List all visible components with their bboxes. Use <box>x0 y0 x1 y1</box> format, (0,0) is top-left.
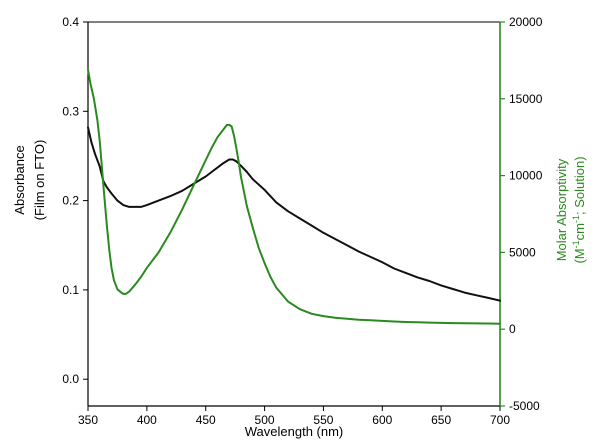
left-axis-title-line2: (Film on FTO) <box>32 140 47 221</box>
right-tick-label: -5000 <box>509 399 540 413</box>
right-axis-title-part-4: ; Solution) <box>572 156 587 215</box>
right-tick-label: 0 <box>509 322 516 336</box>
left-tick-label: 0.2 <box>62 194 79 208</box>
x-tick-label: 550 <box>313 413 333 427</box>
x-tick-label: 500 <box>255 413 275 427</box>
right-axis-title-line2: (M-1cm-1; Solution) <box>571 156 587 263</box>
x-tick-label: 350 <box>78 413 98 427</box>
x-tick-label: 650 <box>431 413 451 427</box>
x-tick-label: 450 <box>196 413 216 427</box>
right-axis-title-line1: Molar Absorptivity <box>554 158 569 261</box>
x-axis-title: Wavelength (nm) <box>245 424 344 439</box>
x-axis-ticks: 350 400 450 500 550 600 650 700 <box>78 406 510 427</box>
right-axis-title-sup-1: -1 <box>571 240 581 248</box>
left-tick-label: 0.4 <box>62 15 79 29</box>
right-tick-label: 5000 <box>509 245 536 259</box>
left-tick-label: 0.0 <box>62 372 79 386</box>
absorbance-line <box>87 126 501 302</box>
x-tick-label: 700 <box>490 413 510 427</box>
x-tick-label: 400 <box>137 413 157 427</box>
left-tick-label: 0.1 <box>62 283 79 297</box>
right-axis-title-part-0: (M <box>572 248 587 263</box>
left-axis-ticks: 0.0 0.1 0.2 0.3 0.4 <box>62 15 88 386</box>
right-axis-ticks: -5000 0 5000 10000 15000 20000 <box>500 15 543 413</box>
molar-absorptivity-line <box>87 68 501 325</box>
right-axis-title-sup-3: -1 <box>571 215 581 223</box>
right-tick-label: 20000 <box>509 15 543 29</box>
left-tick-label: 0.3 <box>62 104 79 118</box>
x-tick-label: 600 <box>372 413 392 427</box>
series-layer <box>87 68 501 325</box>
left-axis-title-line1: Absorbance <box>12 145 27 214</box>
right-axis-title-part-2: cm <box>572 223 587 240</box>
right-tick-label: 10000 <box>509 169 543 183</box>
right-tick-label: 15000 <box>509 92 543 106</box>
